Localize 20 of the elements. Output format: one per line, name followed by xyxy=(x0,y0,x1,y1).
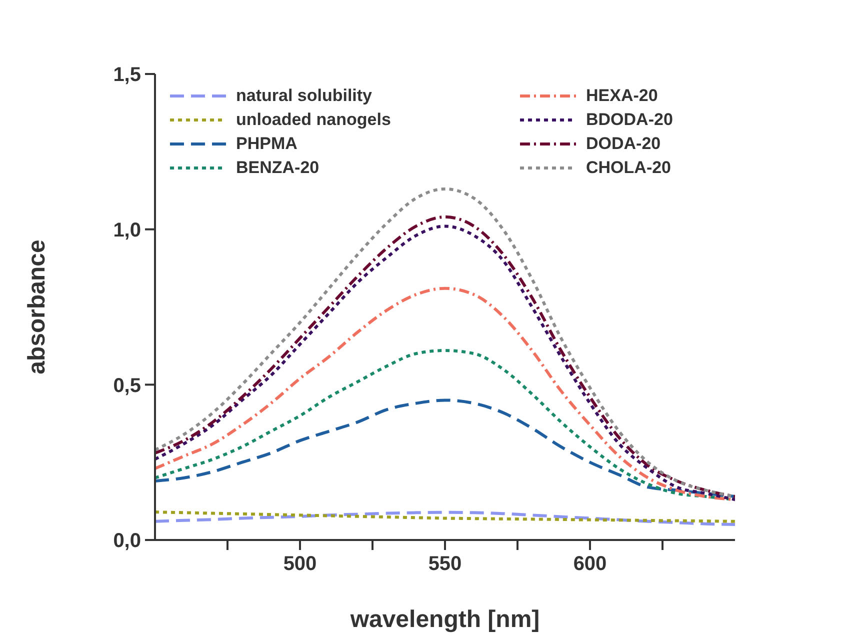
legend-label: CHOLA-20 xyxy=(586,158,672,178)
y-tick-label: 1,0 xyxy=(113,219,141,242)
legend-label: unloaded nanogels xyxy=(236,110,391,130)
x-tick-label: 500 xyxy=(283,553,317,576)
line-series xyxy=(155,510,735,523)
y-tick-label: 0,5 xyxy=(113,374,141,397)
line-series xyxy=(155,398,735,498)
legend-label: BDODA-20 xyxy=(586,110,673,130)
x-tick-label: 550 xyxy=(428,553,462,576)
legend-label: DODA-20 xyxy=(586,134,661,154)
y-tick-label: 1,5 xyxy=(113,64,141,86)
line-series xyxy=(155,510,735,526)
y-tick-label: 0,0 xyxy=(113,530,141,552)
legend-label: PHPMA xyxy=(236,134,298,154)
x-tick-label: 600 xyxy=(573,553,607,576)
legend-label: HEXA-20 xyxy=(586,86,658,106)
legend-label: natural solubility xyxy=(236,86,372,106)
legend-label: BENZA-20 xyxy=(236,158,320,178)
x-axis-title: wavelength [nm] xyxy=(349,606,540,633)
y-axis-title: absorbance xyxy=(24,240,51,374)
